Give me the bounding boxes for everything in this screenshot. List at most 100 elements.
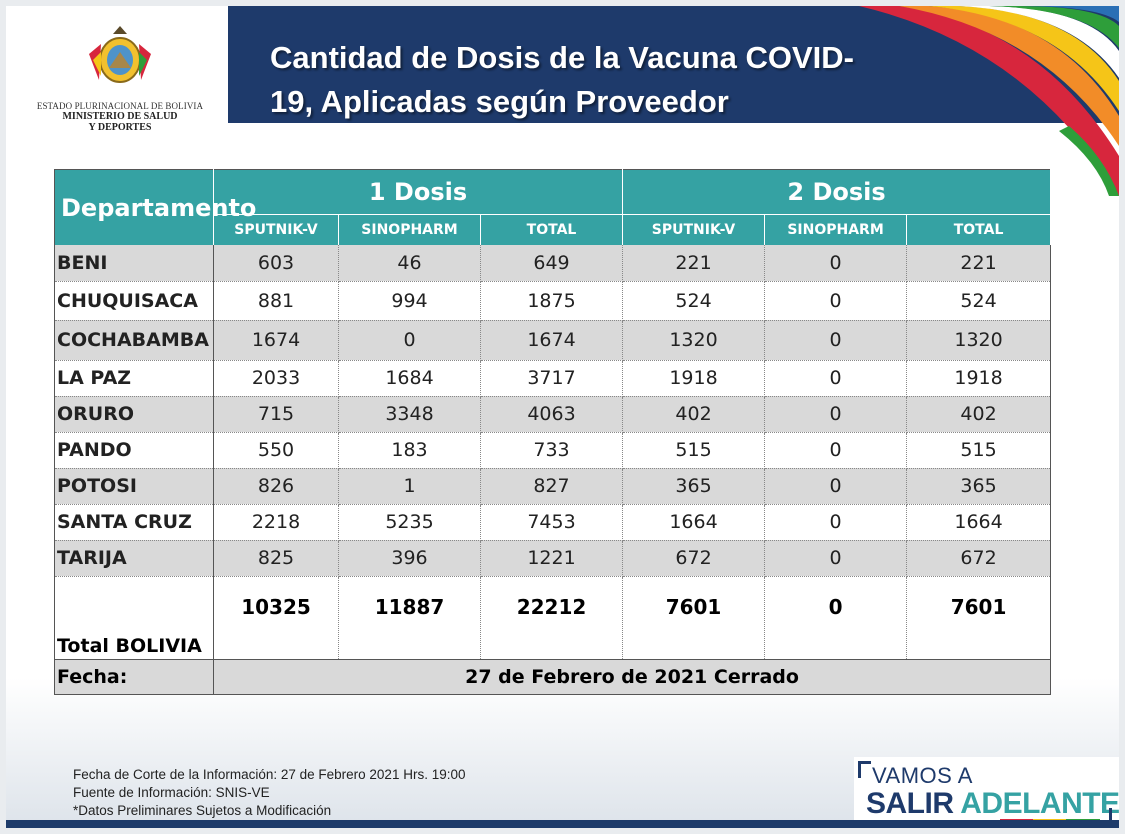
value-cell: 7453: [480, 504, 624, 541]
department-cell: LA PAZ: [54, 360, 214, 397]
value-cell: 4063: [480, 396, 624, 433]
department-cell: TARIJA: [54, 540, 214, 577]
value-cell: 365: [622, 468, 766, 505]
value-cell: 1674: [480, 320, 624, 361]
subheader-d2-total: TOTAL: [906, 214, 1052, 245]
logo-ministry-name-2: Y DEPORTES: [88, 122, 152, 133]
value-cell: 402: [622, 396, 766, 433]
value-cell: 0: [764, 504, 908, 541]
campaign-line-2: SALIR ADELANTE: [866, 787, 1119, 821]
subheader-d1-sputnik: SPUTNIK-V: [213, 214, 339, 245]
value-cell: 3717: [480, 360, 624, 397]
table-row: COCHABAMBA 1674 0 1674 1320 0 1320: [54, 320, 1052, 361]
corner-bracket-icon: [858, 761, 871, 778]
department-cell: SANTA CRUZ: [54, 504, 214, 541]
coat-of-arms-icon: [89, 26, 151, 83]
value-cell: 1664: [622, 504, 766, 541]
value-cell: 515: [622, 432, 766, 469]
vaccine-doses-table: Departamento 1 Dosis 2 Dosis SPUTNIK-V S…: [54, 169, 1052, 695]
value-cell: 0: [764, 540, 908, 577]
total-cell: 11887: [338, 576, 481, 660]
footnote-source: Fuente de Información: SNIS-VE: [73, 785, 270, 800]
department-cell: BENI: [54, 245, 214, 282]
value-cell: 5235: [338, 504, 481, 541]
value-cell: 881: [213, 281, 339, 321]
footer-bar: [6, 820, 1119, 828]
subheader-d1-sinopharm: SINOPHARM: [338, 214, 481, 245]
department-cell: POTOSI: [54, 468, 214, 505]
footnotes: Fecha de Corte de la Información: 27 de …: [73, 766, 465, 820]
value-cell: 672: [906, 540, 1052, 577]
value-cell: 1221: [480, 540, 624, 577]
value-cell: 365: [906, 468, 1052, 505]
date-value: 27 de Febrero de 2021 Cerrado: [213, 659, 1051, 695]
table-row: POTOSI 826 1 827 365 0 365: [54, 468, 1052, 505]
page-title: Cantidad de Dosis de la Vacuna COVID- 19…: [270, 36, 930, 124]
subheader-d1-total: TOTAL: [480, 214, 624, 245]
department-cell: COCHABAMBA: [54, 320, 214, 361]
value-cell: 1320: [906, 320, 1052, 361]
table-row: SANTA CRUZ 2218 5235 7453 1664 0 1664: [54, 504, 1052, 541]
table-row: TARIJA 825 396 1221 672 0 672: [54, 540, 1052, 577]
value-cell: 550: [213, 432, 339, 469]
value-cell: 1918: [906, 360, 1052, 397]
table-row: BENI 603 46 649 221 0 221: [54, 245, 1052, 282]
value-cell: 1674: [213, 320, 339, 361]
campaign-logo: VAMOS A SALIR ADELANTE: [854, 757, 1119, 828]
title-line-1: Cantidad de Dosis de la Vacuna COVID-: [270, 40, 854, 75]
total-label: Total BOLIVIA: [54, 576, 214, 660]
footnote-preliminary: *Datos Preliminares Sujetos a Modificaci…: [73, 803, 332, 818]
value-cell: 221: [906, 245, 1052, 282]
table-date-row: Fecha: 27 de Febrero de 2021 Cerrado: [54, 659, 1051, 695]
value-cell: 183: [338, 432, 481, 469]
table-row: LA PAZ 2033 1684 3717 1918 0 1918: [54, 360, 1052, 397]
table-body: BENI 603 46 649 221 0 221 CHUQUISACA 881 994 1875 5…: [54, 245, 1052, 577]
footnote-cutoff: Fecha de Corte de la Información: 27 de …: [73, 767, 466, 782]
logo-ministry-name: MINISTERIO DE SALUD: [62, 111, 178, 122]
value-cell: 1320: [622, 320, 766, 361]
value-cell: 2033: [213, 360, 339, 397]
value-cell: 1: [338, 468, 481, 505]
value-cell: 0: [764, 320, 908, 361]
department-cell: PANDO: [54, 432, 214, 469]
value-cell: 649: [480, 245, 624, 282]
value-cell: 1875: [480, 281, 624, 321]
total-cell: 7601: [622, 576, 766, 660]
header-dose-1: 1 Dosis: [213, 169, 624, 215]
table-subheader-row: SPUTNIK-V SINOPHARM TOTAL SPUTNIK-V SINO…: [55, 214, 1052, 245]
value-cell: 524: [906, 281, 1052, 321]
value-cell: 733: [480, 432, 624, 469]
total-cell: 22212: [480, 576, 624, 660]
ministry-logo: ESTADO PLURINACIONAL DE BOLIVIA MINISTER…: [20, 24, 220, 144]
value-cell: 0: [764, 245, 908, 282]
value-cell: 0: [764, 360, 908, 397]
table-row: PANDO 550 183 733 515 0 515: [54, 432, 1052, 469]
value-cell: 0: [764, 281, 908, 321]
table-row: CHUQUISACA 881 994 1875 524 0 524: [54, 281, 1052, 321]
wiphala-stripes-decoration: [859, 6, 1119, 196]
department-cell: ORURO: [54, 396, 214, 433]
value-cell: 524: [622, 281, 766, 321]
value-cell: 826: [213, 468, 339, 505]
total-cell: 0: [764, 576, 908, 660]
value-cell: 603: [213, 245, 339, 282]
department-cell: CHUQUISACA: [54, 281, 214, 321]
campaign-word-salir: SALIR: [866, 787, 961, 820]
value-cell: 0: [764, 396, 908, 433]
value-cell: 672: [622, 540, 766, 577]
value-cell: 0: [764, 432, 908, 469]
subheader-d2-sinopharm: SINOPHARM: [764, 214, 908, 245]
value-cell: 0: [338, 320, 481, 361]
value-cell: 715: [213, 396, 339, 433]
value-cell: 1684: [338, 360, 481, 397]
header-department: Departamento: [54, 169, 256, 245]
value-cell: 46: [338, 245, 481, 282]
value-cell: 221: [622, 245, 766, 282]
title-line-2: 19, Aplicadas según Proveedor: [270, 84, 729, 119]
logo-state-name: ESTADO PLURINACIONAL DE BOLIVIA: [36, 101, 204, 111]
total-cell: 7601: [906, 576, 1052, 660]
value-cell: 825: [213, 540, 339, 577]
header-dose-2: 2 Dosis: [622, 169, 1052, 215]
table-row: ORURO 715 3348 4063 402 0 402: [54, 396, 1052, 433]
campaign-word-adelante: ADELANTE: [960, 787, 1119, 820]
